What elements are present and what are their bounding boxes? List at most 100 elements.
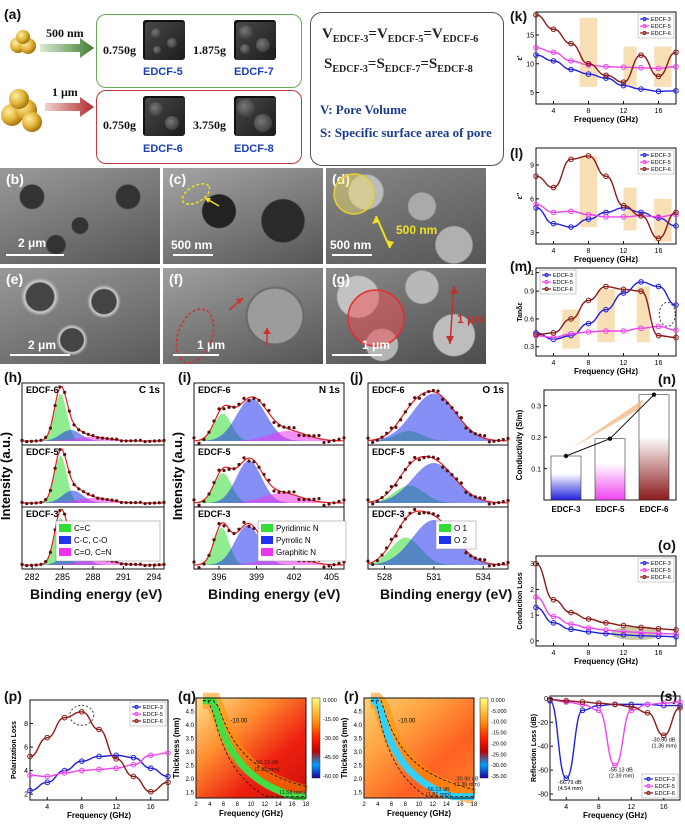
- xtick-label-h-288: 288: [85, 572, 100, 582]
- xps-peak-j-EDCF-5-1: [368, 463, 508, 503]
- ytick-label-o-0: 0: [530, 638, 534, 645]
- legend-swatch-h-2: [59, 548, 71, 556]
- xps-point-j-EDCF-3-24: [422, 511, 426, 515]
- xps-peak-h-EDCF-3-2: [22, 559, 164, 565]
- data-point-l-EDCF-5-2: [568, 208, 574, 215]
- data-point-k-EDCF-3-5: [620, 82, 627, 89]
- xps-peak-i-EDCF-5-1: [194, 460, 344, 503]
- colorbar-label-r-7: -35.00: [491, 774, 507, 780]
- data-point-p-EDCF-5-2: [61, 770, 68, 776]
- data-point-m-EDCF-3-7: [655, 283, 662, 290]
- ytick-label-p-6: 6: [24, 745, 28, 752]
- xtick-label-l-12: 12: [620, 248, 628, 255]
- data-point-p-EDCF-3-0: [27, 787, 33, 794]
- plot-frame-i: [193, 382, 345, 570]
- xtick-label-q-12: 12: [261, 802, 268, 808]
- data-point-o-EDCF-3-3: [585, 629, 592, 635]
- xtick-label-k-16: 16: [655, 108, 663, 115]
- xps-point-h-EDCF-3-58: [157, 563, 161, 567]
- legend-marker-s-EDCF-5: [646, 783, 651, 789]
- xtick-label-p-16: 16: [147, 804, 155, 811]
- xps-peak-h-EDCF-6-1: [22, 430, 164, 441]
- legend-label-k-EDCF-5: EDCF-5: [651, 24, 671, 30]
- legend-marker-p-EDCF-6: [134, 718, 139, 724]
- data-point-s-EDCF-3-1: [563, 775, 570, 782]
- legend-label-h-2: C=O, C=N: [74, 548, 112, 557]
- ytick-label-r-4.5: 4.5: [354, 710, 363, 716]
- legend-label-m-EDCF-6: EDCF-6: [553, 287, 573, 293]
- xtick-label-k-8: 8: [587, 108, 591, 115]
- xps-point-j-EDCF-5-50: [483, 496, 487, 500]
- data-point-m-EDCF-3-5: [620, 290, 627, 296]
- xps-point-j-EDCF-5-24: [422, 456, 426, 460]
- xps-point-h-EDCF-6-18: [63, 390, 67, 395]
- xps-point-i-EDCF-5-10: [217, 468, 221, 472]
- panel-a-letter: (a): [4, 6, 22, 22]
- xps-point-j-EDCF-6-6: [380, 435, 384, 439]
- xps-point-j-EDCF-6-42: [464, 426, 468, 430]
- xps-point-h-EDCF-3-54: [148, 563, 152, 567]
- ytick-label-s--60: -60: [538, 768, 548, 775]
- highlight-box-l-0: [579, 155, 598, 228]
- data-point-s-EDCF-6-0: [547, 696, 553, 703]
- xps-point-i-EDCF-5-52: [322, 503, 326, 507]
- xps-point-h-EDCF-6-30: [91, 433, 95, 438]
- data-point-m-EDCF-6-7: [655, 332, 662, 339]
- xps-point-h-EDCF-6-24: [77, 428, 81, 432]
- cube-edcf5: [143, 20, 185, 60]
- xtick-label-q-6: 6: [222, 802, 226, 808]
- data-point-s-EDCF-3-2: [579, 707, 586, 714]
- xps-point-i-EDCF-3-12: [222, 524, 226, 528]
- data-point-o-EDCF-6-3: [585, 616, 592, 622]
- xps-point-h-EDCF-5-30: [91, 494, 95, 498]
- xps-point-j-EDCF-6-58: [501, 437, 505, 442]
- cube-edcf7: [234, 20, 276, 60]
- xps-envelope-j-EDCF-5: [367, 455, 509, 504]
- xps-point-h-EDCF-3-46: [129, 562, 133, 566]
- legend-marker-l-EDCF-6: [642, 166, 647, 172]
- xps-envelope-i-EDCF-5: [193, 457, 345, 504]
- xtick-label-m-4: 4: [552, 360, 556, 367]
- legend-swatch-h-0: [59, 524, 71, 532]
- ylabel-p: Polarization Loss: [11, 721, 18, 779]
- s-annot-0: -66.79 dB: [558, 780, 582, 786]
- data-point-k-EDCF-6-2: [568, 40, 574, 47]
- contour-annot-q-0: -56.12 dB: [254, 760, 278, 766]
- data-point-s-EDCF-6-5: [628, 703, 635, 710]
- xps-point-h-EDCF-3-60: [162, 562, 166, 566]
- xps-envelope-j-EDCF-6: [367, 390, 509, 442]
- data-point-k-EDCF-5-8: [673, 63, 679, 70]
- legend-marker-s-EDCF-3: [646, 776, 651, 782]
- xtick-label-p-8: 8: [80, 804, 84, 811]
- sem-image-g: (g) 1 μm 1 μm: [326, 268, 486, 364]
- data-point-l-EDCF-3-2: [568, 224, 574, 230]
- data-point-p-EDCF-5-6: [130, 761, 137, 768]
- xps-point-i-EDCF-3-4: [202, 562, 206, 566]
- large-size-label: 1 μm: [52, 85, 78, 99]
- annot-label-g: 1 μm: [457, 312, 486, 326]
- data-point-k-EDCF-5-4: [603, 63, 609, 70]
- xps-envelope-j-EDCF-3: [367, 510, 509, 566]
- xps-point-j-EDCF-6-16: [403, 410, 407, 414]
- xps-point-i-EDCF-5-6: [207, 492, 211, 496]
- xps-point-i-EDCF-5-2: [197, 503, 201, 507]
- xps-point-j-EDCF-3-14: [399, 525, 403, 529]
- xps-sample-j-EDCF-3: EDCF-3: [372, 509, 405, 519]
- panel-e-letter: (e): [6, 271, 24, 287]
- xps-point-h-EDCF-3-6: [34, 563, 38, 567]
- data-point-m-EDCF-5-7: [655, 323, 662, 330]
- data-point-o-EDCF-5-1: [550, 613, 557, 620]
- data-point-k-EDCF-6-3: [585, 60, 592, 67]
- xps-point-j-EDCF-6-52: [487, 440, 491, 444]
- scalebar-f: [173, 354, 219, 356]
- legend-label-h-0: C=C: [74, 524, 90, 533]
- scale-label-c: 500 nm: [171, 238, 213, 252]
- xps-point-h-EDCF-5-50: [138, 500, 142, 504]
- xps-point-h-EDCF-5-14: [53, 466, 57, 470]
- colorbar-label-q-4: -60.00: [323, 774, 339, 780]
- xps-point-i-EDCF-6-20: [242, 396, 246, 400]
- legend-label-i-1: Pyrrolic N: [276, 536, 311, 545]
- legend-marker-p-EDCF-5: [134, 711, 139, 717]
- xps-chart-j: O 1s EDCF-6 EDCF-5 EDCF-3 528 531 534 O 1 O 2: [366, 382, 510, 582]
- xps-point-i-EDCF-6-14: [227, 405, 231, 409]
